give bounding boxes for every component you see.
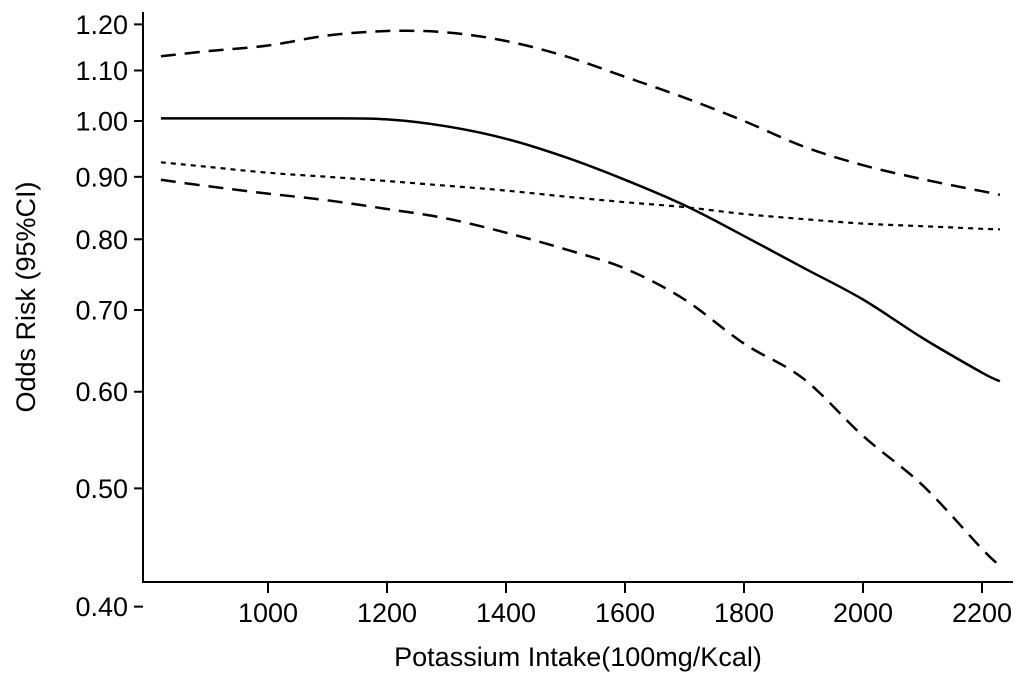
y-tick-label: 0.70 bbox=[75, 296, 128, 326]
x-tick-label: 1200 bbox=[357, 598, 417, 628]
y-tick-label: 0.40 bbox=[75, 592, 128, 622]
x-axis-title: Potassium Intake(100mg/Kcal) bbox=[394, 642, 762, 672]
series-line-dotted-reference bbox=[160, 161, 1000, 231]
x-tick-label: 1600 bbox=[595, 598, 655, 628]
y-tick-label: 1.20 bbox=[75, 10, 128, 40]
y-axis-title: Odds Risk (95%CI) bbox=[11, 181, 41, 413]
x-tick-label: 1800 bbox=[714, 598, 774, 628]
y-tick-label: 0.50 bbox=[75, 474, 128, 504]
y-tick-label: 0.90 bbox=[75, 162, 128, 192]
series-line-upper-95ci bbox=[160, 29, 1001, 197]
y-tick-label: 1.00 bbox=[75, 107, 128, 137]
series-line-lower-95ci bbox=[160, 178, 1001, 567]
series-line-odds-risk-estimate bbox=[160, 117, 1001, 383]
x-tick-label: 1000 bbox=[238, 598, 298, 628]
x-tick-label: 2000 bbox=[833, 598, 893, 628]
y-tick-label: 0.80 bbox=[75, 225, 128, 255]
x-tick-label: 1400 bbox=[476, 598, 536, 628]
y-tick-label: 0.60 bbox=[75, 377, 128, 407]
y-tick-label: 1.10 bbox=[75, 56, 128, 86]
x-tick-label: 2200 bbox=[952, 598, 1012, 628]
